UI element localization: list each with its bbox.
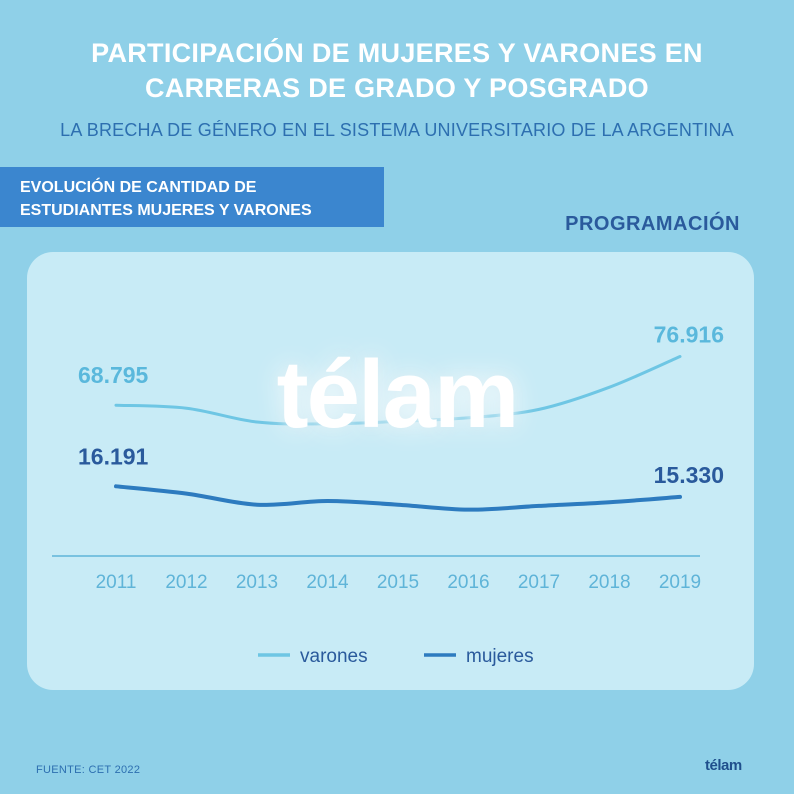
data-label-varones-start: 68.795 <box>78 362 149 388</box>
legend-label-varones: varones <box>300 646 368 667</box>
x-tick-label-2017: 2017 <box>518 572 560 593</box>
x-tick-label-2012: 2012 <box>165 572 207 593</box>
page-subtitle: LA BRECHA DE GÉNERO EN EL SISTEMA UNIVER… <box>60 120 734 140</box>
x-tick-label-2013: 2013 <box>236 572 278 593</box>
series-line-mujeres <box>114 484 682 512</box>
x-tick-label-2019: 2019 <box>659 572 701 593</box>
x-tick-label-2018: 2018 <box>588 572 630 593</box>
banner-line-1: EVOLUCIÓN DE CANTIDAD DE <box>20 179 257 196</box>
banner-line-2: ESTUDIANTES MUJERES Y VARONES <box>20 202 312 219</box>
chart-card <box>27 252 754 690</box>
title-line-1: PARTICIPACIÓN DE MUJERES Y VARONES EN <box>91 38 703 68</box>
x-tick-label-2015: 2015 <box>377 572 419 593</box>
data-label-mujeres-start: 16.191 <box>78 443 149 469</box>
source-note: FUENTE: CET 2022 <box>36 764 141 776</box>
page-title: PARTICIPACIÓN DE MUJERES Y VARONES EN CA… <box>0 36 794 106</box>
data-label-varones-end: 76.916 <box>654 322 724 348</box>
x-tick-label-2011: 2011 <box>96 572 137 593</box>
telam-logo-text: télam <box>705 757 742 774</box>
telam-logo: télam <box>705 757 742 774</box>
career-label: PROGRAMACIÓN <box>565 213 740 235</box>
section-banner: EVOLUCIÓN DE CANTIDAD DE ESTUDIANTES MUJ… <box>0 167 384 227</box>
legend-label-mujeres: mujeres <box>466 646 534 667</box>
series-line-varones <box>114 355 682 426</box>
x-tick-label-2016: 2016 <box>447 572 489 593</box>
data-label-mujeres-end: 15.330 <box>654 462 724 488</box>
x-tick-label-2014: 2014 <box>306 572 349 593</box>
title-line-2: CARRERAS DE GRADO Y POSGRADO <box>145 73 649 103</box>
